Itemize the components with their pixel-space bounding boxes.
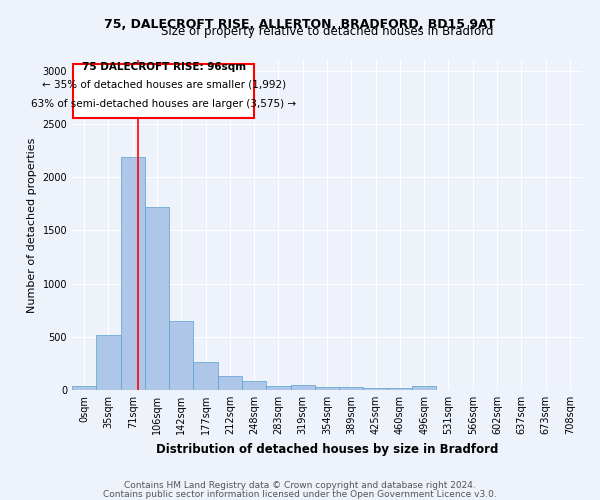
Bar: [193, 362, 218, 390]
X-axis label: Distribution of detached houses by size in Bradford: Distribution of detached houses by size …: [156, 442, 498, 456]
Bar: [315, 387, 339, 390]
Text: 63% of semi-detached houses are larger (3,575) →: 63% of semi-detached houses are larger (…: [31, 98, 296, 108]
Bar: [96, 334, 121, 390]
Bar: [290, 384, 315, 390]
Bar: [72, 386, 96, 390]
Y-axis label: Number of detached properties: Number of detached properties: [27, 138, 37, 312]
Bar: [218, 376, 242, 390]
Text: Contains public sector information licensed under the Open Government Licence v3: Contains public sector information licen…: [103, 490, 497, 499]
Bar: [339, 387, 364, 390]
Bar: [266, 386, 290, 390]
Bar: [412, 386, 436, 390]
Text: ← 35% of detached houses are smaller (1,992): ← 35% of detached houses are smaller (1,…: [41, 80, 286, 90]
FancyBboxPatch shape: [73, 64, 254, 118]
Title: Size of property relative to detached houses in Bradford: Size of property relative to detached ho…: [161, 25, 493, 38]
Bar: [169, 321, 193, 390]
Bar: [364, 388, 388, 390]
Text: 75, DALECROFT RISE, ALLERTON, BRADFORD, BD15 9AT: 75, DALECROFT RISE, ALLERTON, BRADFORD, …: [104, 18, 496, 30]
Bar: [242, 382, 266, 390]
Bar: [121, 157, 145, 390]
Text: Contains HM Land Registry data © Crown copyright and database right 2024.: Contains HM Land Registry data © Crown c…: [124, 481, 476, 490]
Bar: [388, 388, 412, 390]
Bar: [145, 207, 169, 390]
Text: 75 DALECROFT RISE: 96sqm: 75 DALECROFT RISE: 96sqm: [82, 62, 246, 72]
